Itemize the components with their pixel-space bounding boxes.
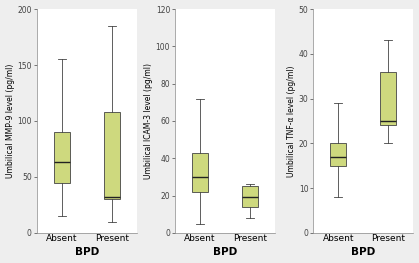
PathPatch shape xyxy=(380,72,396,125)
X-axis label: BPD: BPD xyxy=(213,247,237,257)
Y-axis label: Umbilical MMP-9 level (pg/ml): Umbilical MMP-9 level (pg/ml) xyxy=(5,64,15,178)
PathPatch shape xyxy=(242,186,258,207)
PathPatch shape xyxy=(104,112,120,199)
Y-axis label: Umbilical ICAM-3 level (pg/ml): Umbilical ICAM-3 level (pg/ml) xyxy=(144,63,153,179)
PathPatch shape xyxy=(54,132,70,183)
Y-axis label: Umbilical TNF-α level (pg/ml): Umbilical TNF-α level (pg/ml) xyxy=(287,65,296,177)
X-axis label: BPD: BPD xyxy=(351,247,375,257)
PathPatch shape xyxy=(330,143,347,166)
PathPatch shape xyxy=(192,153,208,192)
X-axis label: BPD: BPD xyxy=(75,247,99,257)
